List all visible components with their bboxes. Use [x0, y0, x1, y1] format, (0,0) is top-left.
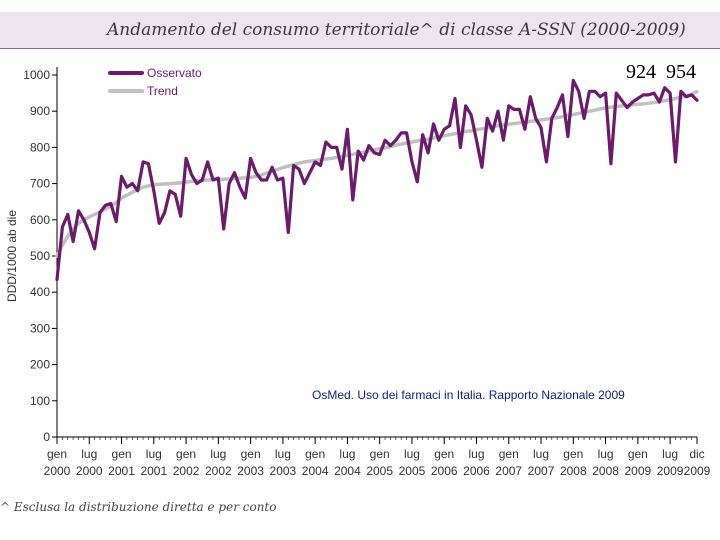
- x-tick-label-month: gen: [176, 447, 196, 461]
- y-tick-label: 100: [30, 394, 50, 408]
- x-tick-label-month: gen: [305, 447, 325, 461]
- x-tick-label-month: lug: [404, 447, 420, 461]
- y-tick-label: 200: [30, 358, 50, 372]
- legend-label-trend: Trend: [147, 84, 178, 98]
- chart-title: Andamento del consumo territoriale^ di c…: [107, 20, 686, 40]
- observed-line: [55, 78, 699, 282]
- x-tick-label-year: 2002: [205, 464, 232, 478]
- y-tick-label: 400: [30, 285, 50, 299]
- x-tick-label-year: 2006: [431, 464, 458, 478]
- x-tick-label-month: gen: [241, 447, 261, 461]
- footnote: ^ Esclusa la distribuzione diretta e per…: [0, 500, 277, 514]
- x-tick-label-month: gen: [563, 447, 583, 461]
- x-tick-label-year: 2005: [366, 464, 393, 478]
- x-tick-label-month: lug: [598, 447, 614, 461]
- x-tick-label-year: 2009: [624, 464, 651, 478]
- x-tick-label-year: 2008: [560, 464, 587, 478]
- x-tick-label-month: gen: [112, 447, 132, 461]
- x-tick-label-month: lug: [662, 447, 678, 461]
- x-tick-label-month: gen: [370, 447, 390, 461]
- x-tick-label-month: lug: [468, 447, 484, 461]
- callout-value-first: 924: [626, 61, 656, 83]
- y-tick-label: 800: [30, 140, 50, 154]
- y-tick-label: 0: [43, 430, 50, 444]
- x-tick-label-month: gen: [628, 447, 648, 461]
- x-tick-label-year: 2009: [657, 464, 684, 478]
- x-tick-label-year: 2001: [108, 464, 135, 478]
- x-tick-label-month: lug: [146, 447, 162, 461]
- x-tick-label-month: gen: [499, 447, 519, 461]
- callout-value-last: 954: [666, 61, 696, 83]
- x-tick-label-year: 2003: [270, 464, 297, 478]
- x-tick-label-year: 2007: [528, 464, 555, 478]
- y-tick-label: 700: [30, 177, 50, 191]
- x-tick-label-month: dic: [689, 447, 704, 461]
- x-tick-label-year: 2007: [495, 464, 522, 478]
- x-tick-label-year: 2009: [684, 464, 711, 478]
- trend-line: [55, 89, 699, 258]
- x-tick-label-year: 2006: [463, 464, 490, 478]
- x-tick-label-year: 2000: [76, 464, 103, 478]
- legend-label-observed: Osservato: [147, 66, 202, 80]
- x-tick-label-year: 2001: [140, 464, 167, 478]
- source-note: OsMed. Uso dei farmaci in Italia. Rappor…: [312, 388, 625, 402]
- x-tick-label-month: gen: [47, 447, 67, 461]
- x-tick-label-month: lug: [81, 447, 97, 461]
- x-tick-label-year: 2008: [592, 464, 619, 478]
- x-tick-label-month: lug: [533, 447, 549, 461]
- y-tick-label: 600: [30, 213, 50, 227]
- y-tick-label: 500: [30, 249, 50, 263]
- x-tick-label-year: 2005: [399, 464, 426, 478]
- y-axis-label: DDD/1000 ab die: [5, 210, 19, 302]
- x-tick-label-month: lug: [210, 447, 226, 461]
- callout-values: 924 954: [626, 61, 706, 84]
- x-tick-label-month: lug: [275, 447, 291, 461]
- x-tick-label-year: 2004: [334, 464, 361, 478]
- x-tick-label-year: 2000: [44, 464, 71, 478]
- x-tick-label-year: 2002: [173, 464, 200, 478]
- x-tick-label-year: 2003: [237, 464, 264, 478]
- y-tick-label: 900: [30, 104, 50, 118]
- x-tick-label-month: lug: [339, 447, 355, 461]
- title-band: Andamento del consumo territoriale^ di c…: [0, 12, 720, 49]
- y-tick-label: 300: [30, 321, 50, 335]
- x-tick-label-month: gen: [434, 447, 454, 461]
- y-tick-label: 1000: [23, 68, 50, 82]
- x-tick-label-year: 2004: [302, 464, 329, 478]
